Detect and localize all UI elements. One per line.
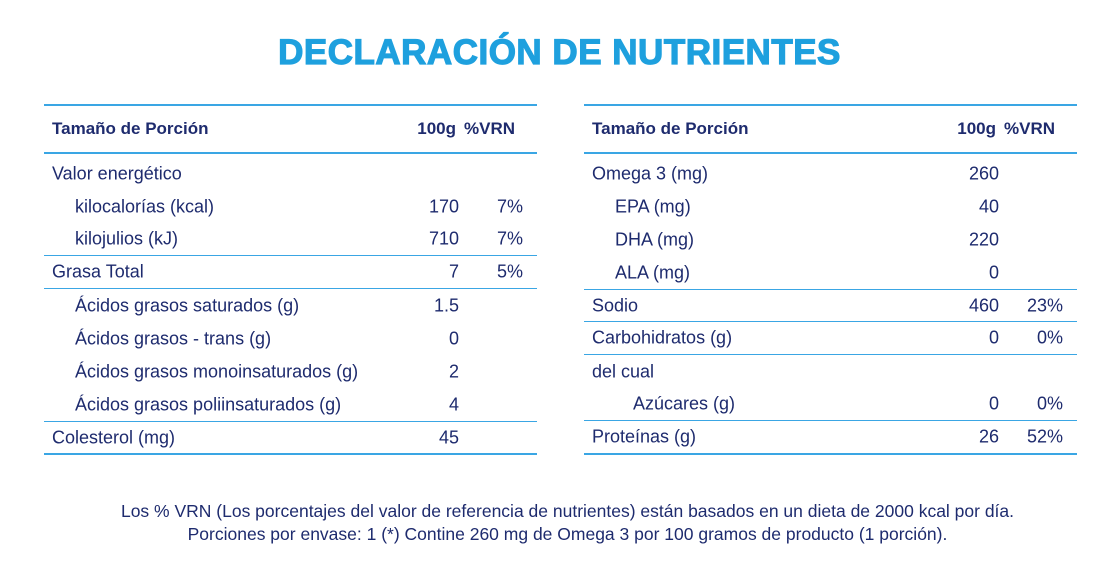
header-pct: %VRN [463,119,515,138]
row-label: Ácidos grasos monoinsaturados (g) [75,361,359,382]
row: Proteínas (g) 26 52% [584,421,1077,455]
row-label: ALA (mg) [615,262,691,283]
row: Valor energético [44,157,537,190]
row-label: DHA (mg) [615,229,695,250]
row: Grasa Total 7 5% [44,256,537,290]
row-label: Grasa Total [52,261,144,282]
row-pct: 7% [496,196,523,217]
row: Sodio 460 23% [584,290,1077,323]
row-pct: 52% [1026,426,1063,447]
row-label: kilojulios (kJ) [75,228,179,249]
row: Omega 3 (mg) 260 [584,157,1077,190]
row-label: Azúcares (g) [633,393,736,414]
row: del cual [584,355,1077,388]
header-value: 100g [417,119,456,138]
row: kilojulios (kJ) 710 7% [44,224,537,257]
row-label: Sodio [592,295,639,316]
nutrient-table: Tamaño de Porción 100g %VRN Omega 3 (mg)… [584,104,1077,455]
row-label: EPA (mg) [615,196,691,217]
nutrient-table: Tamaño de Porción 100g %VRN Valor energé… [44,104,537,456]
row: EPA (mg) 40 [584,190,1077,223]
row-pct: 7% [496,228,523,249]
header-label: Tamaño de Porción [52,119,209,138]
row-value: 220 [968,229,999,250]
header-row: Tamaño de Porción 100g %VRN [44,106,537,154]
row-label: Proteínas (g) [592,426,697,447]
row: Azúcares (g) 0 0% [584,389,1077,422]
row: Ácidos grasos saturados (g) 1.5 [44,289,537,322]
row-label: Ácidos grasos - trans (g) [75,328,272,349]
row: Ácidos grasos monoinsaturados (g) 2 [44,356,537,389]
row: DHA (mg) 220 [584,224,1077,257]
row-value: 460 [968,295,999,316]
row: kilocalorías (kcal) 170 7% [44,190,537,223]
row-pct: 0% [1036,393,1063,414]
row-value: 710 [428,228,459,249]
row-value: 0 [448,328,459,349]
footnote: Los % VRN (Los porcentajes del valor de … [120,501,1015,521]
row-value: 0 [988,327,999,348]
row-pct: 0% [1036,327,1063,348]
header-pct: %VRN [1003,119,1055,138]
row-value: 26 [978,426,999,447]
row-label: del cual [592,361,655,382]
row-pct: 23% [1026,295,1063,316]
row: ALA (mg) 0 [584,257,1077,290]
title: DECLARACIÓN DE NUTRIENTES [277,32,841,72]
row-label: Ácidos grasos poliinsaturados (g) [75,394,342,415]
row: Carbohidratos (g) 0 0% [584,322,1077,356]
row-value: 170 [428,196,459,217]
row: Ácidos grasos poliinsaturados (g) 4 [44,389,537,422]
footnote: Porciones por envase: 1 (*) Contine 260 … [187,524,948,544]
row-label: Valor energético [52,163,182,184]
row-value: 0 [988,393,999,414]
row: Colesterol (mg) 45 [44,422,537,456]
row-label: Colesterol (mg) [52,427,176,448]
row-value: 40 [978,196,999,217]
row-value: 0 [988,262,999,283]
row-label: kilocalorías (kcal) [75,196,215,217]
row-label: Carbohidratos (g) [592,327,733,348]
header-row: Tamaño de Porción 100g %VRN [584,106,1077,154]
row-label: Ácidos grasos saturados (g) [75,295,300,316]
row-value: 45 [438,427,459,448]
row-label: Omega 3 (mg) [592,163,709,184]
row-pct: 5% [496,261,523,282]
header-value: 100g [957,119,996,138]
header-label: Tamaño de Porción [592,119,749,138]
row-value: 2 [448,361,459,382]
row-value: 260 [968,163,999,184]
row-value: 7 [448,261,459,282]
row: Ácidos grasos - trans (g) 0 [44,322,537,355]
row-value: 4 [448,394,459,415]
row-value: 1.5 [433,295,459,316]
